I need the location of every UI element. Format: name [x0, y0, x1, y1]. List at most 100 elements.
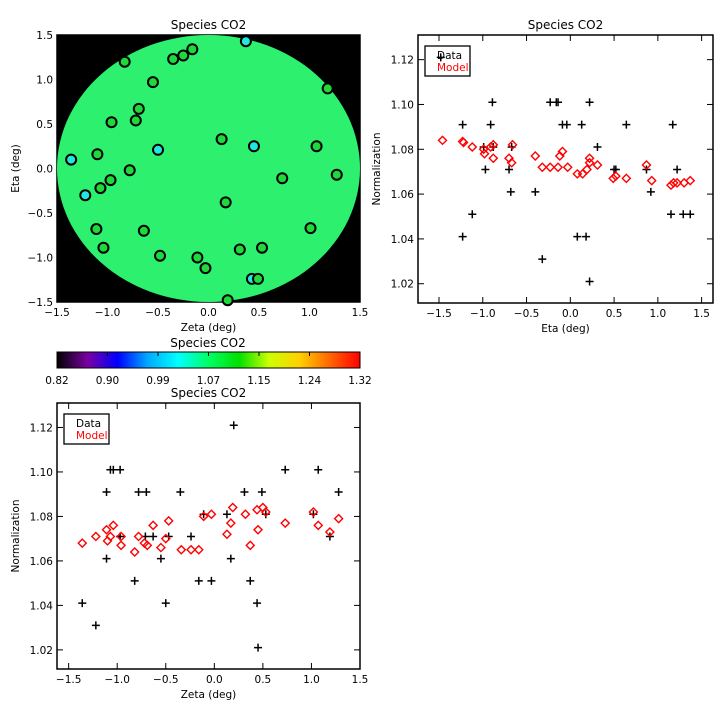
model-point [108, 520, 119, 531]
map-point [97, 241, 110, 254]
model-point [313, 520, 324, 531]
y-tick-label: 1.10 [391, 99, 414, 111]
data-point [538, 255, 547, 264]
y-tick-label: −1.5 [28, 297, 54, 309]
data-point [486, 120, 495, 129]
data-point [78, 599, 87, 608]
x-tick-label: −1.5 [426, 308, 452, 320]
model-point [685, 175, 696, 186]
data-point [593, 143, 602, 152]
model-point [668, 177, 679, 188]
model-point [260, 506, 271, 517]
model-point [437, 135, 448, 146]
map-point [65, 153, 78, 166]
map-point [330, 168, 343, 181]
map-point [129, 114, 142, 127]
model-point [176, 544, 187, 555]
x-axis-label: Zeta (deg) [181, 322, 237, 334]
data-point [109, 465, 118, 474]
x-tick-label: 0.5 [255, 674, 272, 686]
legend-box [63, 413, 110, 445]
data-point [156, 554, 165, 563]
map-point [215, 133, 228, 146]
map-point [276, 172, 289, 185]
map-point [304, 222, 317, 235]
y-tick-label: 1.02 [391, 279, 414, 291]
map-point [321, 82, 334, 95]
data-point [686, 210, 695, 219]
map-point [123, 164, 136, 177]
data-point [102, 554, 111, 563]
model-point [245, 540, 256, 551]
model-point [478, 144, 489, 155]
model-point [646, 175, 657, 186]
data-point [240, 487, 249, 496]
x-tick-label: 0.0 [206, 674, 223, 686]
x-tick-label: 1.0 [303, 674, 320, 686]
data-point [531, 187, 540, 196]
x-tick-label: 0.0 [562, 308, 579, 320]
legend-entry-data: Data [437, 50, 462, 62]
y-tick-label: 1.02 [30, 645, 53, 657]
data-point [679, 210, 688, 219]
model-point [530, 151, 541, 161]
data-point [506, 187, 515, 196]
data-point [222, 510, 231, 519]
data-point [458, 232, 467, 241]
colorbar-tick-label: 0.99 [146, 375, 169, 387]
model-point [116, 540, 127, 551]
model-point [193, 544, 204, 555]
model-point [562, 162, 573, 173]
x-tick-label: −1.0 [470, 308, 496, 320]
data-point [142, 487, 151, 496]
y-tick-label: −0.5 [28, 208, 54, 220]
data-point [673, 165, 682, 174]
model-point [458, 137, 469, 148]
x-axis-label: Zeta (deg) [181, 689, 237, 701]
data-point [622, 120, 631, 129]
model-point [227, 502, 238, 513]
y-tick-label: 1.04 [30, 600, 54, 612]
colorbar: Species CO2 0.82 0.90 0.99 1.07 1.15 1.24 1.32 [45, 336, 371, 387]
data-point [257, 487, 266, 496]
map-point [154, 249, 167, 262]
data-point [134, 487, 143, 496]
colorbar-title: Species CO2 [170, 336, 245, 350]
model-point [253, 524, 264, 535]
model-point [221, 529, 232, 540]
model-point [198, 511, 209, 522]
model-point [485, 142, 496, 153]
model-point [479, 148, 490, 159]
data-point [176, 487, 185, 496]
data-point [187, 532, 196, 541]
model-point [621, 173, 632, 184]
y-tick-label: 1.06 [30, 556, 54, 568]
plot-title: Species CO2 [171, 18, 246, 32]
x-tick-label: 0.5 [251, 307, 268, 319]
y-axis-label: Eta (deg) [10, 144, 22, 193]
data-point [577, 120, 586, 129]
x-tick-label: −0.5 [514, 308, 540, 320]
map-point [221, 294, 234, 307]
map-point [239, 35, 252, 48]
y-axis-label: Normalization [371, 133, 383, 206]
data-point [226, 554, 235, 563]
map-point [105, 116, 118, 129]
data-point [253, 599, 262, 608]
x-tick-label: 0.0 [200, 307, 217, 319]
y-tick-label: 1.04 [391, 234, 415, 246]
plot-area [56, 402, 361, 670]
map-point [256, 241, 269, 254]
model-point [608, 173, 619, 184]
model-point [333, 513, 344, 524]
model-point [537, 162, 548, 173]
model-point [467, 142, 478, 153]
map-point [152, 143, 164, 156]
y-tick-label: 1.0 [36, 75, 53, 87]
x-axis-label: Eta (deg) [541, 323, 590, 335]
model-point [507, 139, 518, 150]
colorbar-tick-label: 0.82 [45, 375, 68, 387]
zeta-normalization-plot: Species CO2 Zeta (deg) Normalization −1.5 −1… [10, 386, 368, 701]
